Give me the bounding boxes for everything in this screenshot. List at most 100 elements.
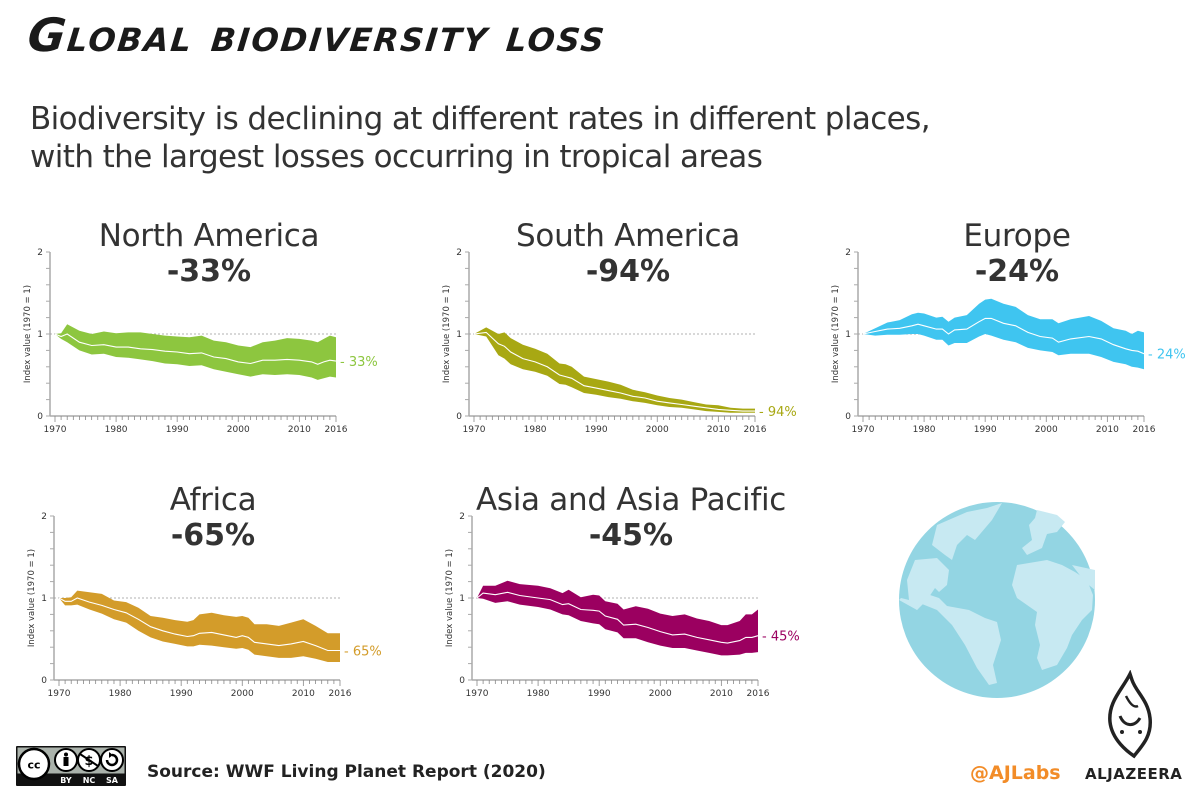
sa-icon <box>100 748 124 772</box>
y-tick-label: 0 <box>37 412 43 422</box>
chart-headline-percent: -24% <box>974 254 1060 289</box>
x-tick-label: 1970 <box>48 689 71 699</box>
x-tick-label: 1990 <box>588 689 611 699</box>
confidence-band <box>55 324 336 380</box>
x-tick-label: 1990 <box>585 425 608 435</box>
x-tick-label: 2016 <box>744 425 767 435</box>
chart-region-title: Africa <box>169 482 257 518</box>
y-tick-label: 1 <box>459 594 465 604</box>
chart-svg: 0 1 2 Index value (1970 = 1) 1970 1980 1990 200… <box>27 512 382 699</box>
chart-svg: 0 1 2 Index value (1970 = 1) 1970 1980 1990 200… <box>23 248 378 435</box>
y-tick-label: 0 <box>459 676 465 686</box>
x-tick-label: 2000 <box>1035 425 1058 435</box>
x-tick-label: 2000 <box>649 689 672 699</box>
x-tick-label: 1990 <box>166 425 189 435</box>
x-tick-label: 1980 <box>524 425 547 435</box>
x-tick-label: 1980 <box>105 425 128 435</box>
index-line <box>473 331 755 412</box>
x-tick-label: 1990 <box>974 425 997 435</box>
chart-headline-percent: -65% <box>170 518 256 553</box>
x-tick-label: 2010 <box>707 425 730 435</box>
x-tick-label: 2010 <box>292 689 315 699</box>
chart-panel-europe: Europe -24% 0 1 2 Index value (1970 = 1) 197… <box>822 218 1200 438</box>
subtitle-line-2: with the largest losses occurring in tro… <box>30 139 763 175</box>
confidence-band <box>474 327 755 413</box>
license-by-label: BY <box>60 776 72 785</box>
x-tick-label: 2016 <box>747 689 770 699</box>
x-tick-label: 1990 <box>170 689 193 699</box>
y-tick-label: 0 <box>41 676 47 686</box>
x-tick-label: 1970 <box>463 425 486 435</box>
y-tick-label: 1 <box>37 330 43 340</box>
y-tick-label: 2 <box>41 512 47 522</box>
creative-commons-by-nc-sa-icon: cc $ BY NC SA <box>16 746 126 786</box>
chart-svg: 0 1 2 Index value (1970 = 1) 1970 1980 1990 200… <box>445 512 800 699</box>
end-value-label: - 24% <box>1148 348 1186 363</box>
end-value-label: - 65% <box>344 644 382 659</box>
end-value-label: - 94% <box>759 405 797 420</box>
license-sa-label: SA <box>106 776 119 785</box>
svg-text:cc: cc <box>27 759 40 772</box>
x-tick-label: 2000 <box>227 425 250 435</box>
y-tick-label: 2 <box>845 248 851 258</box>
x-tick-label: 2000 <box>646 425 669 435</box>
x-tick-label: 2010 <box>710 689 733 699</box>
x-tick-label: 2000 <box>231 689 254 699</box>
confidence-band <box>59 590 340 662</box>
end-value-label: - 33% <box>340 355 378 370</box>
y-tick-label: 0 <box>456 412 462 422</box>
subtitle-line-1: Biodiversity is declining at different r… <box>30 101 931 137</box>
x-tick-label: 2016 <box>325 425 348 435</box>
y-tick-label: 2 <box>456 248 462 258</box>
y-tick-label: 2 <box>37 248 43 258</box>
y-tick-label: 0 <box>845 412 851 422</box>
license-nc-label: NC <box>83 776 96 785</box>
y-axis-label: Index value (1970 = 1) <box>445 549 455 647</box>
chart-svg: 0 1 2 Index value (1970 = 1) 1970 1980 1990 200… <box>442 248 797 435</box>
page-subtitle: Biodiversity is declining at different r… <box>30 100 931 176</box>
x-tick-label: 2016 <box>329 689 352 699</box>
cc-icon <box>17 747 51 781</box>
aljazeera-logo-icon <box>1108 670 1152 759</box>
y-axis-label: Index value (1970 = 1) <box>27 549 37 647</box>
y-tick-label: 2 <box>459 512 465 522</box>
chart-headline-percent: -45% <box>588 518 674 553</box>
x-tick-label: 1980 <box>527 689 550 699</box>
globe-continents <box>899 503 1095 685</box>
y-axis-label: Index value (1970 = 1) <box>831 285 841 383</box>
page-title: Global biodiversity loss <box>25 8 610 62</box>
y-tick-label: 1 <box>456 330 462 340</box>
x-tick-label: 2010 <box>288 425 311 435</box>
x-tick-label: 2010 <box>1096 425 1119 435</box>
x-tick-label: 2016 <box>1133 425 1156 435</box>
confidence-band <box>863 298 1144 370</box>
chart-panel-africa: Africa -65% 0 1 2 Index value (1970 = 1) 197… <box>18 482 408 702</box>
ajlabs-handle: @AJLabs <box>970 762 1061 784</box>
index-line <box>54 333 337 365</box>
chart-region-title: Europe <box>963 218 1071 254</box>
index-line <box>58 597 340 652</box>
x-tick-label: 1980 <box>913 425 936 435</box>
chart-panel-north-america: North America -33% 0 1 2 Index value (1970 … <box>14 218 404 438</box>
chart-headline-percent: -94% <box>585 254 671 289</box>
end-value-label: - 45% <box>762 630 800 645</box>
confidence-band <box>477 580 758 656</box>
x-tick-label: 1970 <box>44 425 67 435</box>
chart-headline-percent: -33% <box>166 254 252 289</box>
y-tick-label: 1 <box>41 594 47 604</box>
index-line <box>476 591 759 644</box>
y-tick-label: 1 <box>845 330 851 340</box>
chart-svg: 0 1 2 Index value (1970 = 1) 1970 1980 1990 200… <box>831 248 1186 435</box>
chart-panel-asia-pacific: Asia and Asia Pacific -45% 0 1 2 Index valu… <box>436 482 826 702</box>
chart-region-title: South America <box>516 218 740 254</box>
source-citation: Source: WWF Living Planet Report (2020) <box>147 762 546 782</box>
aljazeera-brand: ALJAZEERA <box>1085 765 1183 783</box>
y-axis-label: Index value (1970 = 1) <box>442 285 452 383</box>
x-tick-label: 1970 <box>466 689 489 699</box>
chart-panel-south-america: South America -94% 0 1 2 Index value (1970 … <box>433 218 823 438</box>
globe-icon <box>899 502 1095 698</box>
chart-region-title: North America <box>98 218 320 254</box>
x-tick-label: 1980 <box>109 689 132 699</box>
x-tick-label: 1970 <box>852 425 875 435</box>
y-axis-label: Index value (1970 = 1) <box>23 285 33 383</box>
